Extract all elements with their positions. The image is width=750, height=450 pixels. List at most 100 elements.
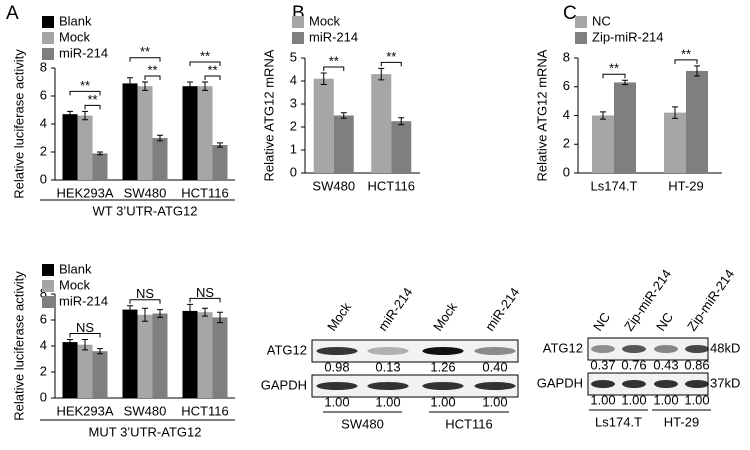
legend-swatch [575, 32, 587, 44]
bar [77, 115, 93, 180]
band [685, 380, 709, 388]
band [622, 345, 646, 353]
y-tick-label: 4 [563, 107, 570, 122]
y-tick-label: 3 [290, 95, 297, 110]
row-label: GAPDH [261, 377, 307, 392]
band [654, 380, 678, 388]
significance-label: ** [87, 92, 97, 107]
error-bar [157, 134, 163, 142]
y-tick-label: 2 [40, 143, 47, 158]
significance-label: ** [207, 62, 217, 77]
significance-bracket [69, 333, 101, 338]
bar [77, 344, 93, 398]
significance-bracket [144, 75, 161, 80]
significance-bracket [602, 73, 626, 79]
blot-panel [311, 339, 519, 363]
bar [122, 309, 138, 398]
lane-label: Zip-miR-214 [684, 267, 737, 334]
band [654, 345, 678, 353]
band [622, 380, 646, 388]
panel-letter: A [6, 3, 19, 24]
y-tick-label: 2 [563, 136, 570, 151]
row-label: ATG12 [267, 342, 307, 357]
significance-label: NS [76, 320, 94, 335]
band [316, 382, 358, 390]
bar [197, 312, 213, 398]
legend-swatch [42, 16, 54, 28]
y-tick-label: 6 [40, 311, 47, 326]
y-tick-label: 2 [40, 363, 47, 378]
quant-label: 0.76 [621, 357, 646, 372]
x-axis-label: MUT 3’UTR-ATG12 [89, 424, 202, 439]
significance-bracket [380, 61, 402, 67]
y-tick-label: 0 [290, 164, 297, 179]
quant-label: 0.43 [653, 357, 678, 372]
band [474, 347, 516, 355]
error-bar [82, 110, 88, 121]
bar [686, 70, 708, 173]
legend-label: Mock [309, 13, 341, 28]
y-tick-label: 0 [40, 389, 47, 404]
quant-label: 1.00 [430, 394, 455, 409]
legend-label: Blank [59, 13, 92, 28]
x-tick-label: SW480 [312, 178, 355, 193]
y-tick-label: 4 [40, 337, 47, 352]
error-bar [398, 117, 405, 126]
band [685, 345, 709, 353]
lane-label: NC [653, 310, 676, 334]
error-bar [127, 305, 133, 314]
error-bar [157, 309, 163, 318]
quant-label: 1.00 [324, 394, 349, 409]
band [422, 382, 464, 390]
legend-swatch [292, 32, 304, 44]
error-bar [142, 81, 148, 91]
y-tick-label: 6 [563, 78, 570, 93]
error-bar [672, 106, 678, 119]
y-tick-label: 4 [40, 115, 47, 130]
bar [92, 351, 108, 398]
error-bar [202, 81, 208, 91]
significance-label: ** [80, 78, 90, 93]
significance-bracket [323, 66, 345, 71]
error-bar [378, 67, 385, 81]
significance-bracket [674, 59, 698, 64]
bar [182, 86, 198, 180]
x-tick-label: HT-29 [668, 178, 703, 193]
bar [333, 115, 354, 173]
error-bar [187, 303, 193, 318]
legend-label: miR-214 [59, 45, 108, 60]
error-bar [97, 151, 103, 156]
y-tick-label: 8 [40, 59, 47, 74]
x-axis-label: WT 3’UTR-ATG12 [93, 203, 198, 218]
significance-label: NS [196, 285, 214, 300]
y-tick-label: 0 [40, 171, 47, 186]
lane-label: Mock [324, 299, 354, 333]
bar [592, 115, 614, 173]
legend-label: Mock [59, 29, 91, 44]
lane-label: Mock [430, 299, 460, 333]
error-bar [202, 307, 208, 317]
quant-label: 1.00 [375, 394, 400, 409]
y-axis-label: Relative ATG12 mRNA [261, 49, 276, 181]
x-tick-label: SW480 [124, 185, 167, 200]
band [591, 345, 615, 353]
significance-bracket [204, 75, 221, 80]
legend-swatch [42, 264, 54, 276]
error-bar [82, 339, 88, 351]
group-label: HT-29 [664, 414, 699, 429]
error-bar [340, 112, 347, 119]
y-tick-label: 0 [563, 164, 570, 179]
quant-label: 0.37 [590, 357, 615, 372]
legend-swatch [292, 16, 304, 28]
significance-label: ** [386, 49, 396, 64]
bar [152, 313, 168, 398]
band [422, 347, 464, 355]
legend-swatch [42, 32, 54, 44]
error-bar [97, 348, 103, 355]
y-tick-label: 5 [290, 49, 297, 64]
legend-label: Zip-miR-214 [592, 29, 664, 44]
y-axis-label: Relative ATG12 mRNA [534, 49, 549, 181]
quant-label: 1.26 [430, 359, 455, 374]
significance-label: ** [681, 46, 691, 61]
x-tick-label: HCT116 [181, 185, 228, 200]
